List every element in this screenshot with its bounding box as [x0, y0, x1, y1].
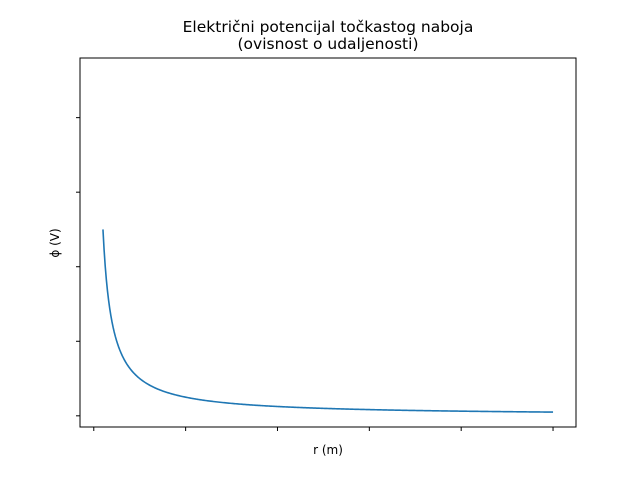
plot-area — [79, 57, 577, 428]
chart-subtitle: (ovisnost o udaljenosti) — [237, 35, 418, 53]
y-ticks — [76, 117, 80, 417]
series-line — [102, 229, 554, 413]
y-axis-label: ϕ (V) — [48, 228, 62, 257]
x-ticks — [93, 427, 554, 431]
chart-title: Električni potencijal točkastog naboja — [183, 18, 474, 36]
x-axis-label: r (m) — [313, 443, 343, 457]
